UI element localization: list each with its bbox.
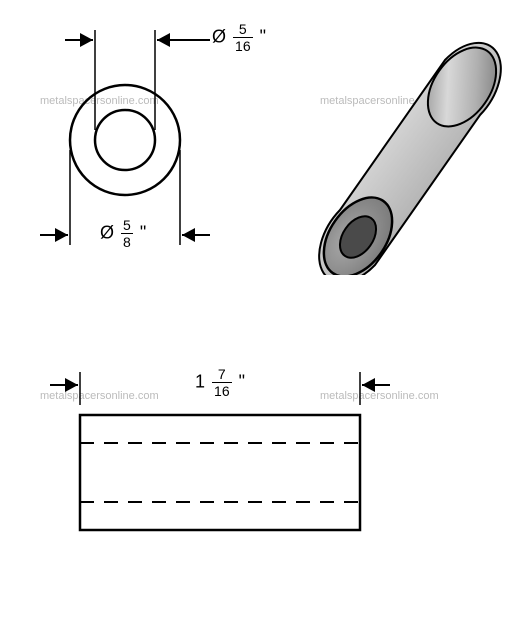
outer-diameter-label: Ø 5 8 ": [100, 218, 146, 249]
isometric-view: [280, 15, 510, 275]
length-label: 1 7 16 ": [195, 367, 245, 398]
side-view: [0, 360, 512, 560]
drawing-container: metalspacersonline.com metalspacersonlin…: [0, 0, 512, 641]
inner-diameter-label: Ø 5 16 ": [212, 22, 266, 53]
